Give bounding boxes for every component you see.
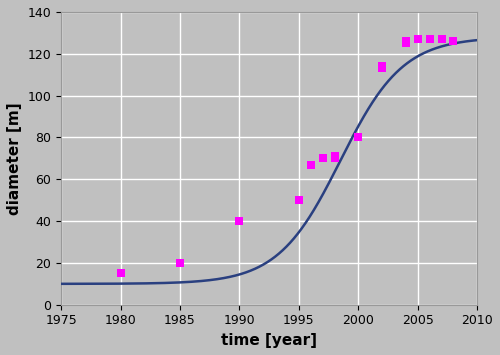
Point	[295, 197, 303, 203]
Point	[402, 38, 410, 44]
Point	[450, 38, 458, 44]
Point	[176, 260, 184, 266]
Point	[116, 271, 124, 276]
Point	[378, 66, 386, 71]
Point	[318, 155, 326, 161]
Point	[402, 40, 410, 46]
Point	[306, 162, 314, 168]
Point	[354, 135, 362, 140]
Point	[330, 155, 338, 161]
Y-axis label: diameter [m]: diameter [m]	[7, 102, 22, 215]
Point	[330, 153, 338, 159]
Point	[414, 36, 422, 42]
Point	[236, 218, 244, 224]
X-axis label: time [year]: time [year]	[221, 333, 317, 348]
Point	[426, 36, 434, 42]
Point	[438, 36, 446, 42]
Point	[378, 64, 386, 69]
